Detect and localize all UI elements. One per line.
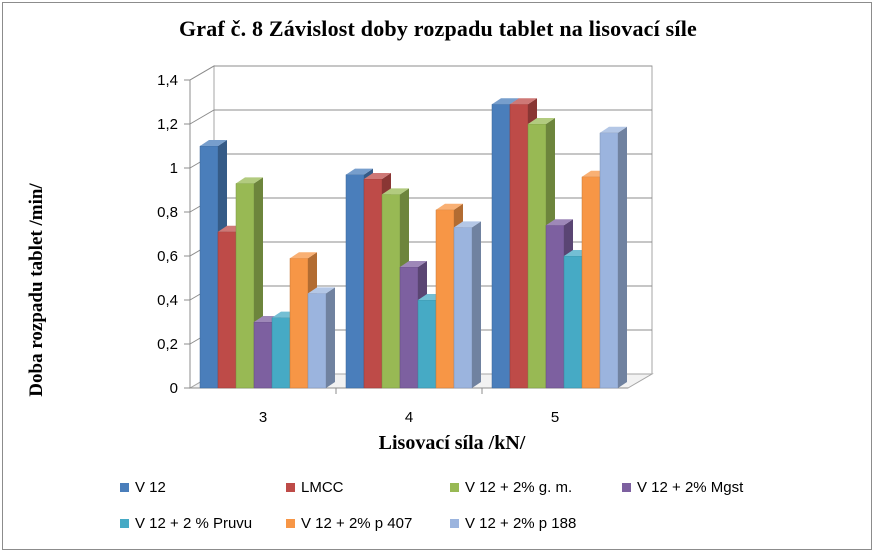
bar-top xyxy=(364,173,391,179)
bar-front xyxy=(399,266,419,389)
x-tick-label: 4 xyxy=(405,409,413,426)
y-tick-label: 0,6 xyxy=(157,248,178,265)
bar-front xyxy=(581,176,601,389)
bar xyxy=(599,126,627,389)
y-tick-label: 0,2 xyxy=(157,336,178,353)
legend-swatch xyxy=(450,483,459,492)
bar-front xyxy=(435,209,455,389)
bar-side xyxy=(618,126,627,389)
legend-swatch xyxy=(450,519,459,528)
bar-top xyxy=(600,126,627,133)
legend-item: LMCC xyxy=(286,479,344,496)
legend-label: V 12 + 2% Mgst xyxy=(637,479,744,496)
legend-swatch xyxy=(120,519,129,528)
bar-top xyxy=(308,287,335,294)
legend-item: V 12 + 2 % Pruvu xyxy=(120,515,252,532)
legend-label: V 12 + 2% p 407 xyxy=(301,515,413,532)
bar-top xyxy=(200,140,227,146)
legend-label: V 12 xyxy=(135,479,166,496)
bar-front xyxy=(253,321,273,389)
legend-label: V 12 + 2% p 188 xyxy=(465,515,577,532)
legend-item: V 12 + 2% g. m. xyxy=(450,479,572,496)
bar-front xyxy=(509,103,529,389)
bar-front xyxy=(289,257,309,389)
y-axis-label: Doba rozpadu tablet /min/ xyxy=(26,183,47,397)
bar-front xyxy=(599,132,619,389)
legend-item: V 12 + 2% Mgst xyxy=(622,479,743,496)
legend-item: V 12 + 2% p 407 xyxy=(286,515,412,532)
bar-top xyxy=(454,221,481,228)
bar-front xyxy=(199,145,219,389)
bar-front xyxy=(417,299,437,389)
legend-label: V 12 + 2% g. m. xyxy=(465,479,573,496)
bar xyxy=(307,287,335,389)
bar-front xyxy=(271,317,291,389)
bar-front xyxy=(563,255,583,389)
bar-top xyxy=(510,98,537,105)
legend-label: V 12 + 2 % Pruvu xyxy=(135,515,253,532)
bar-top xyxy=(346,168,373,175)
legend-swatch xyxy=(120,483,129,492)
legend-label: LMCC xyxy=(301,479,344,496)
bar-front xyxy=(345,174,365,389)
legend-swatch xyxy=(286,483,295,492)
bar-side xyxy=(472,221,481,388)
y-tick-label: 0,4 xyxy=(157,292,178,309)
legend-swatch xyxy=(286,519,295,528)
bar-front xyxy=(527,123,547,389)
y-tick-label: 1,4 xyxy=(157,72,178,89)
bar-front xyxy=(491,103,511,389)
bar-front xyxy=(363,178,383,389)
bar-top xyxy=(290,252,317,259)
x-tick-label: 5 xyxy=(551,409,559,426)
bar xyxy=(453,221,481,389)
bar-top xyxy=(528,118,555,124)
legend-item: V 12 xyxy=(120,479,166,496)
bar-top xyxy=(400,261,427,267)
chart-title: Graf č. 8 Závislost doby rozpadu tablet … xyxy=(178,16,698,41)
y-tick-label: 1 xyxy=(170,160,178,177)
x-axis-label: Lisovací síla /kN/ xyxy=(378,432,526,454)
bar-front xyxy=(217,231,237,389)
bar-front xyxy=(381,194,401,389)
bar-top xyxy=(236,177,263,184)
y-tick-label: 1,2 xyxy=(157,116,178,133)
bar-side xyxy=(326,287,335,388)
bar-top xyxy=(436,203,463,210)
gridline xyxy=(189,65,652,81)
bar-front xyxy=(545,224,565,389)
y-tick-label: 0,8 xyxy=(157,204,178,221)
bar-front xyxy=(453,227,473,389)
x-tick-label: 3 xyxy=(259,409,267,426)
bar-front xyxy=(235,183,255,389)
bar-top xyxy=(382,188,409,195)
legend-item: V 12 + 2% p 188 xyxy=(450,515,576,532)
legend-swatch xyxy=(622,483,631,492)
bar-top xyxy=(546,219,573,226)
y-tick-label: 0 xyxy=(170,380,178,397)
bar-front xyxy=(307,293,327,389)
